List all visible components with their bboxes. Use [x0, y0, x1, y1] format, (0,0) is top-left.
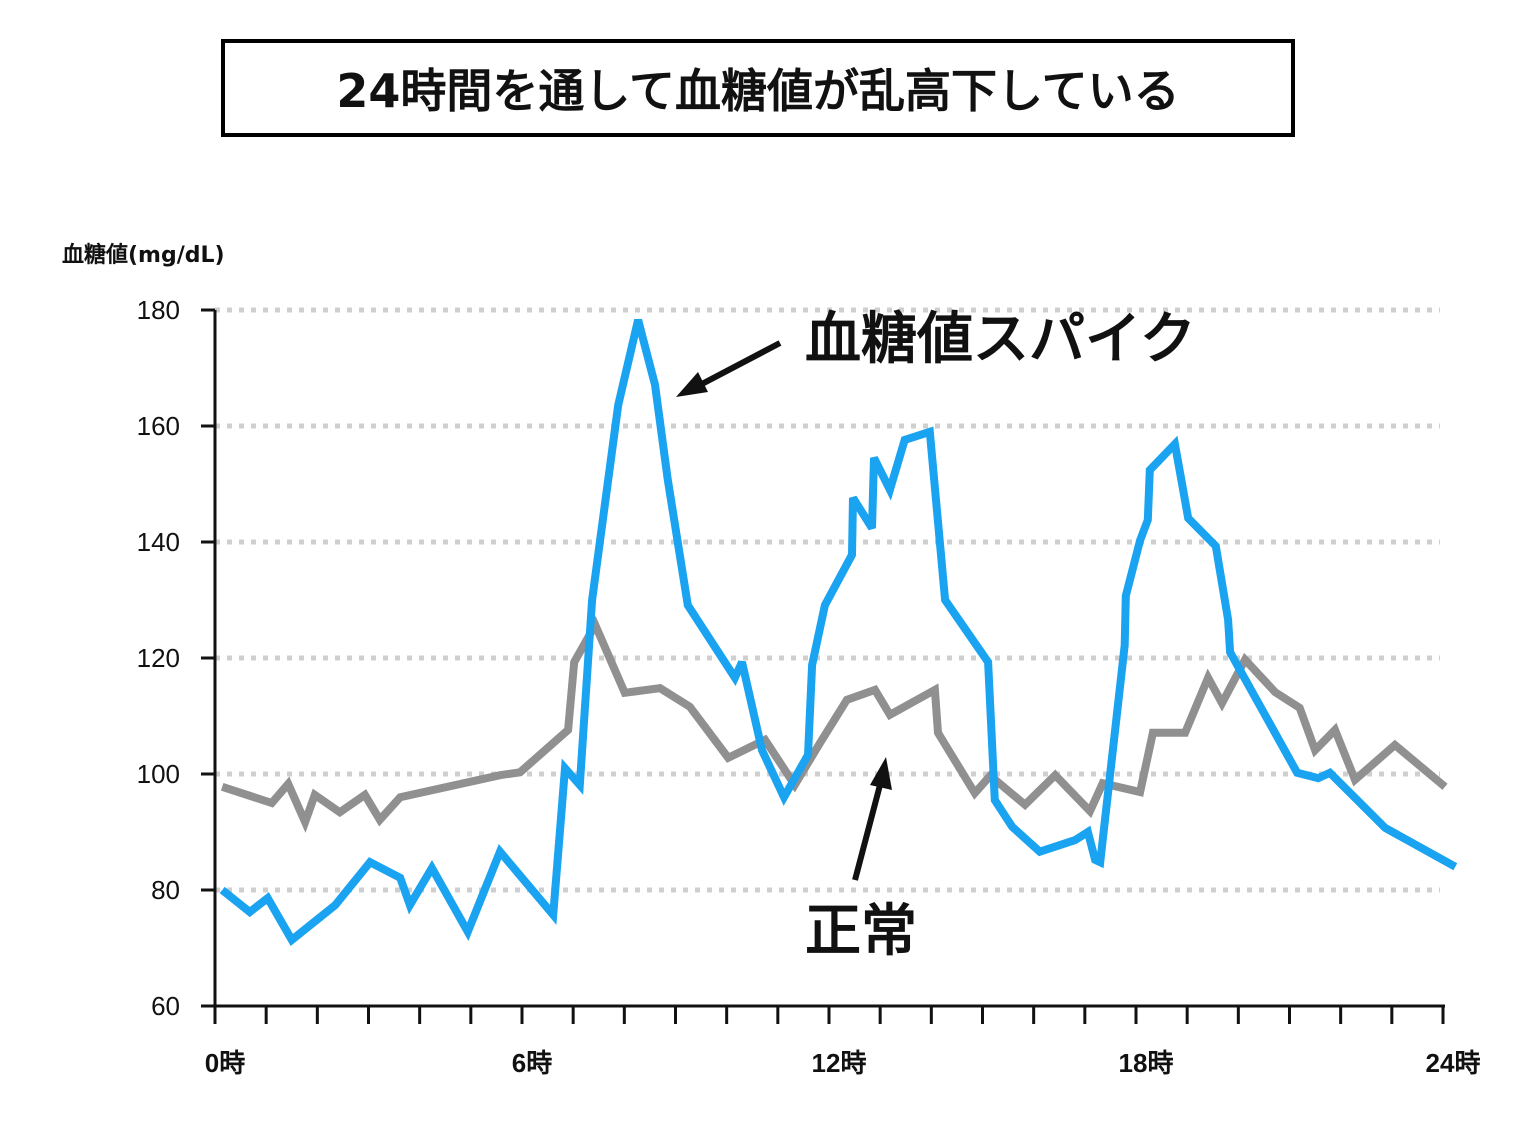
y-tick-label: 60: [151, 991, 180, 1021]
annotation-spike: 血糖値スパイク: [805, 307, 1196, 372]
y-tick-label: 100: [137, 759, 180, 789]
x-tick-label: 6時: [512, 1048, 552, 1078]
annotation-spike-arrowhead: [676, 372, 708, 397]
x-tick-label: 12時: [812, 1048, 867, 1078]
x-tick-label: 18時: [1119, 1048, 1174, 1078]
y-axis-label: 血糖値(mg/dL): [62, 242, 225, 268]
annotation-normal-arrow: [852, 784, 883, 881]
series-line-spike: [219, 318, 1458, 946]
x-tick-label: 0時: [205, 1048, 245, 1078]
chart-title: 24時間を通して血糖値が乱高下している: [221, 39, 1295, 137]
y-tick-label: 80: [151, 875, 180, 905]
x-tick-label: 24時: [1426, 1048, 1481, 1078]
y-tick-label: 160: [137, 411, 180, 441]
series-line-normal: [220, 615, 1448, 833]
y-tick-label: 120: [137, 643, 180, 673]
annotation-spike-arrow: [698, 340, 782, 388]
annotation-normal: 正常: [805, 899, 917, 964]
y-tick-label: 140: [137, 527, 180, 557]
annotation-normal-arrowhead: [870, 757, 892, 790]
y-tick-label: 180: [137, 295, 180, 325]
